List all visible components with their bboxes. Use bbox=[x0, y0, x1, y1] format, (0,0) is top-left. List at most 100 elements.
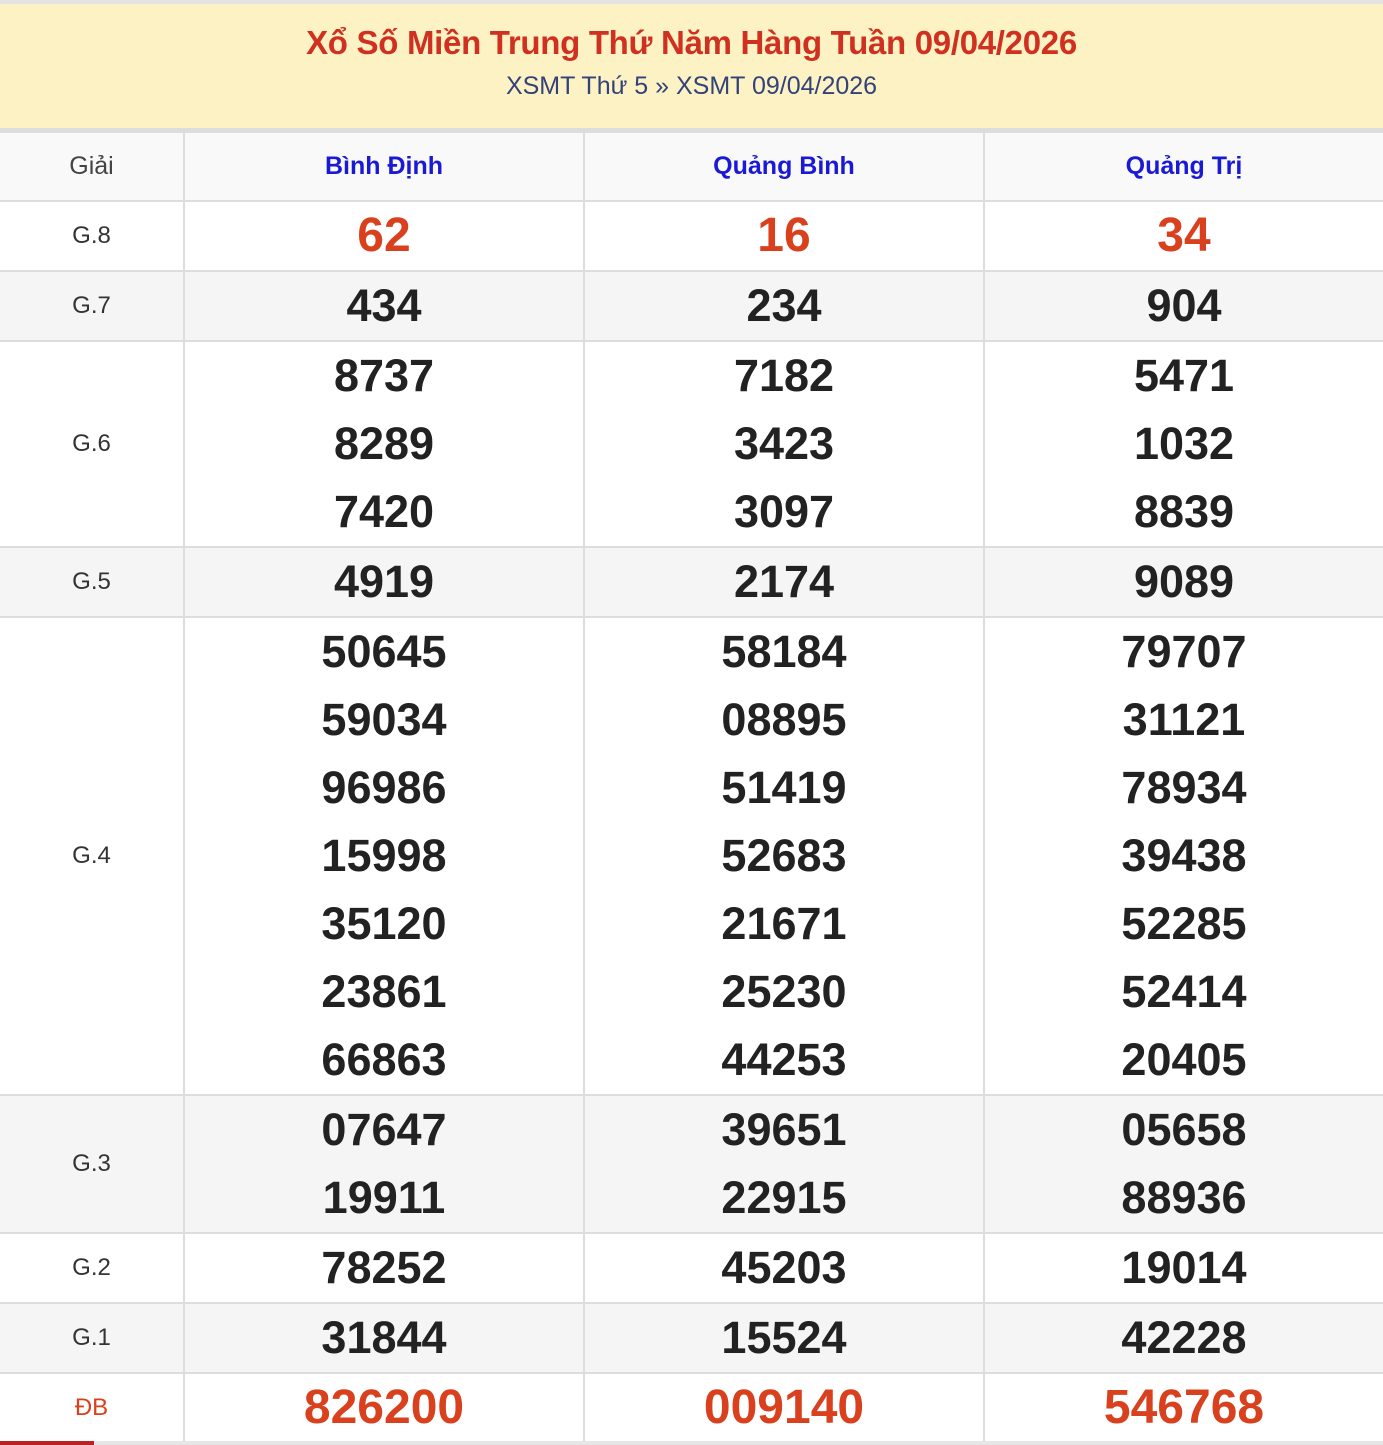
result-number: 3097 bbox=[733, 486, 835, 537]
result-cell: 5471 1032 8839 bbox=[983, 340, 1383, 548]
prize-label: G.6 bbox=[0, 340, 185, 548]
result-cell: 234 bbox=[583, 270, 985, 342]
result-number: 19911 bbox=[322, 1172, 446, 1223]
result-cell: 9089 bbox=[983, 546, 1383, 618]
result-number: 52683 bbox=[721, 830, 847, 881]
table-row: ĐB 826200 009140 546768 bbox=[0, 1372, 1383, 1444]
result-number: 7420 bbox=[333, 486, 435, 537]
table-row: G.4 50645 59034 96986 15998 35120 23861 66863 58… bbox=[0, 616, 1383, 1096]
result-cell: 78252 bbox=[183, 1232, 585, 1304]
table-row: G.5 4919 2174 9089 bbox=[0, 546, 1383, 618]
column-header-prize: Giải bbox=[0, 131, 185, 202]
result-number: 22915 bbox=[721, 1172, 847, 1223]
result-number: 88936 bbox=[1121, 1172, 1247, 1223]
result-number: 3423 bbox=[733, 418, 835, 469]
result-number: 96986 bbox=[321, 762, 447, 813]
prize-label: G.3 bbox=[0, 1094, 185, 1234]
result-number: 07647 bbox=[321, 1104, 447, 1155]
result-cell: 31844 bbox=[183, 1302, 585, 1374]
result-number: 05658 bbox=[1121, 1104, 1247, 1155]
result-number: 34 bbox=[1157, 209, 1211, 262]
result-cell: 904 bbox=[983, 270, 1383, 342]
result-cell: 16 bbox=[583, 200, 985, 272]
result-number: 58184 bbox=[721, 626, 847, 677]
result-number: 31844 bbox=[321, 1312, 447, 1363]
result-number: 51419 bbox=[721, 762, 847, 813]
result-cell: 19014 bbox=[983, 1232, 1383, 1304]
result-number: 66863 bbox=[321, 1034, 447, 1085]
result-number: 39651 bbox=[721, 1104, 847, 1155]
result-number: 52414 bbox=[1121, 966, 1247, 1017]
result-cell: 05658 88936 bbox=[983, 1094, 1383, 1234]
result-number: 009140 bbox=[703, 1381, 865, 1434]
result-number: 8289 bbox=[333, 418, 435, 469]
prize-label: G.8 bbox=[0, 200, 185, 272]
prize-label: G.2 bbox=[0, 1232, 185, 1304]
table-header-row: Giải Bình Định Quảng Bình Quảng Trị bbox=[0, 131, 1383, 202]
result-number: 8839 bbox=[1133, 486, 1235, 537]
result-number: 16 bbox=[757, 209, 811, 262]
result-cell: 45203 bbox=[583, 1232, 985, 1304]
result-number: 31121 bbox=[1122, 694, 1246, 745]
result-number: 42228 bbox=[1121, 1312, 1247, 1363]
result-number: 434 bbox=[346, 280, 422, 331]
result-number: 50645 bbox=[321, 626, 447, 677]
breadcrumb: XSMT Thứ 5 » XSMT 09/04/2026 bbox=[0, 72, 1383, 101]
result-number: 59034 bbox=[321, 694, 447, 745]
result-number: 4919 bbox=[333, 556, 435, 607]
column-header-province[interactable]: Bình Định bbox=[183, 131, 585, 202]
result-number: 35120 bbox=[321, 898, 447, 949]
prize-label: G.7 bbox=[0, 270, 185, 342]
results-table: Giải Bình Định Quảng Bình Quảng Trị G.8 6… bbox=[0, 131, 1383, 1444]
table-row: G.2 78252 45203 19014 bbox=[0, 1232, 1383, 1304]
result-cell: 07647 19911 bbox=[183, 1094, 585, 1234]
result-cell: 42228 bbox=[983, 1302, 1383, 1374]
result-cell: 434 bbox=[183, 270, 585, 342]
prize-label: G.5 bbox=[0, 546, 185, 618]
top-border bbox=[0, 0, 1383, 4]
result-number: 8737 bbox=[333, 350, 435, 401]
result-cell: 39651 22915 bbox=[583, 1094, 985, 1234]
breadcrumb-link-xsmt-thu-5[interactable]: XSMT Thứ 5 bbox=[505, 72, 649, 100]
result-number: 78934 bbox=[1121, 762, 1247, 813]
result-number: 1032 bbox=[1133, 418, 1235, 469]
breadcrumb-separator: » bbox=[655, 72, 670, 100]
column-header-province[interactable]: Quảng Bình bbox=[583, 131, 985, 202]
result-number: 52285 bbox=[1121, 898, 1247, 949]
result-number: 826200 bbox=[303, 1381, 465, 1434]
result-number: 234 bbox=[746, 280, 822, 331]
result-cell: 8737 8289 7420 bbox=[183, 340, 585, 548]
result-number: 78252 bbox=[321, 1242, 447, 1293]
result-number: 546768 bbox=[1103, 1381, 1265, 1434]
prize-label: ĐB bbox=[0, 1372, 185, 1444]
result-cell: 62 bbox=[183, 200, 585, 272]
breadcrumb-link-xsmt-date[interactable]: XSMT 09/04/2026 bbox=[676, 72, 878, 100]
result-number: 79707 bbox=[1121, 626, 1247, 677]
result-number: 62 bbox=[357, 209, 411, 262]
prize-label: G.4 bbox=[0, 616, 185, 1096]
result-cell: 50645 59034 96986 15998 35120 23861 66863 bbox=[183, 616, 585, 1096]
result-number: 2174 bbox=[733, 556, 835, 607]
result-number: 7182 bbox=[733, 350, 835, 401]
result-cell: 4919 bbox=[183, 546, 585, 618]
result-cell: 2174 bbox=[583, 546, 985, 618]
result-number: 9089 bbox=[1133, 556, 1235, 607]
result-number: 45203 bbox=[721, 1242, 847, 1293]
table-row: G.6 8737 8289 7420 7182 3423 3097 5471 1032 8839 bbox=[0, 340, 1383, 548]
result-number: 5471 bbox=[1133, 350, 1235, 401]
result-number: 21671 bbox=[721, 898, 847, 949]
result-cell: 15524 bbox=[583, 1302, 985, 1374]
column-header-province[interactable]: Quảng Trị bbox=[983, 131, 1383, 202]
page-title: Xổ Số Miền Trung Thứ Năm Hàng Tuần 09/04… bbox=[306, 24, 1077, 61]
page-header: Xổ Số Miền Trung Thứ Năm Hàng Tuần 09/04… bbox=[0, 4, 1383, 131]
result-cell: 79707 31121 78934 39438 52285 52414 20405 bbox=[983, 616, 1383, 1096]
result-cell: 58184 08895 51419 52683 21671 25230 44253 bbox=[583, 616, 985, 1096]
result-number: 15524 bbox=[721, 1312, 847, 1363]
active-tab-indicator bbox=[0, 1441, 94, 1445]
prize-label: G.1 bbox=[0, 1302, 185, 1374]
result-number: 44253 bbox=[721, 1034, 847, 1085]
bottom-tabs-strip bbox=[0, 1441, 1383, 1445]
result-number: 15998 bbox=[321, 830, 447, 881]
result-cell: 546768 bbox=[983, 1372, 1383, 1444]
table-row: G.8 62 16 34 bbox=[0, 200, 1383, 272]
